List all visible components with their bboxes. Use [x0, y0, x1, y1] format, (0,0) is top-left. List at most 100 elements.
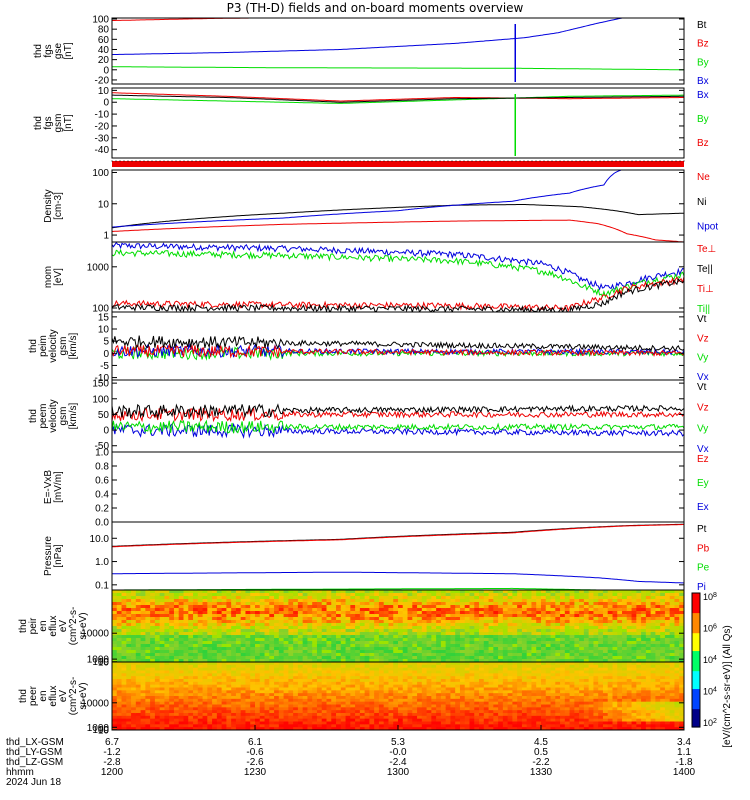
spectrogram-cell: [345, 713, 351, 717]
spectrogram-cell: [278, 727, 285, 730]
spectrogram-cell: [355, 713, 361, 717]
spectrogram-cell: [560, 617, 566, 621]
spectrogram-cell: [221, 614, 227, 618]
spectrogram-cell: [278, 673, 285, 677]
spectrogram-cell: [464, 593, 471, 597]
spectrogram-cell: [483, 647, 490, 651]
spectrogram-cell: [197, 698, 204, 703]
spectrogram-cell: [297, 632, 304, 636]
spectrogram-cell: [307, 614, 313, 618]
spectrogram-cell: [536, 593, 542, 597]
spectrogram-cell: [507, 590, 513, 594]
spectrogram-cell: [326, 687, 332, 691]
spectrogram-cell: [307, 590, 313, 594]
spectrogram-cell: [378, 659, 385, 662]
spectrogram-cell: [455, 641, 461, 645]
spectrogram-cell: [569, 614, 575, 618]
spectrogram-cell: [393, 698, 399, 703]
spectrogram-cell: [359, 710, 366, 714]
spectrogram-cell: [221, 647, 227, 651]
series-line-Vt: [112, 403, 684, 419]
spectrogram-cell: [378, 718, 385, 723]
spectrogram-cell: [488, 647, 494, 651]
spectrogram-cell: [336, 620, 342, 624]
spectrogram-cell: [350, 605, 356, 609]
spectrogram-cell: [126, 684, 132, 689]
spectrogram-cell: [235, 664, 242, 669]
spectrogram-cell: [383, 608, 390, 612]
spectrogram-cell: [669, 626, 676, 630]
spectrogram-cell: [145, 611, 151, 615]
spectrogram-cell: [369, 679, 375, 683]
spectrogram-cell: [164, 679, 170, 683]
spectrogram-cell: [588, 635, 595, 639]
spectrogram-cell: [383, 635, 390, 639]
spectrogram-cell: [669, 644, 676, 648]
ylabel-line: [nT]: [63, 42, 74, 59]
spectrogram-cell: [479, 629, 485, 633]
spectrogram-cell: [550, 659, 556, 662]
spectrogram-cell: [636, 656, 642, 660]
spectrogram-cell: [531, 611, 537, 615]
spectrogram-cell: [674, 596, 680, 600]
spectrogram-cell: [307, 662, 313, 666]
spectrogram-cell: [131, 690, 137, 694]
spectrogram-cell: [402, 701, 409, 706]
spectrogram-cell: [378, 602, 385, 606]
spectrogram-cell: [178, 670, 185, 674]
spectrogram-cell: [531, 653, 537, 657]
spectrogram-cell: [264, 701, 270, 706]
spectrogram-cell: [664, 617, 671, 621]
spectrogram-cell: [598, 623, 604, 627]
spectrogram-cell: [255, 608, 261, 612]
spectrogram-cell: [202, 647, 208, 651]
spectrogram-cell: [131, 608, 137, 612]
spectrogram-cell: [116, 638, 123, 642]
spectrogram-cell: [188, 696, 194, 700]
spectrogram-cell: [312, 664, 318, 669]
spectrogram-cell: [607, 599, 614, 603]
spectrogram-cell: [202, 679, 208, 683]
spectrogram-cell: [355, 656, 361, 660]
spectrogram-cell: [436, 696, 442, 700]
spectrogram-cell: [545, 626, 552, 630]
spectrogram-cell: [255, 602, 261, 606]
spectrogram-cell: [398, 690, 404, 694]
spectrogram-cell: [207, 599, 213, 603]
spectrogram-cell: [288, 632, 294, 636]
spectrogram-cell: [269, 626, 275, 630]
spectrogram-cell: [307, 632, 313, 636]
spectrogram-cell: [197, 641, 204, 645]
spectrogram-cell: [340, 718, 347, 723]
spectrogram-cell: [316, 727, 323, 730]
spectrogram-cell: [140, 632, 146, 636]
spectrogram-cell: [440, 718, 447, 723]
spectrogram-cell: [183, 718, 189, 723]
spectrogram-cell: [250, 687, 256, 691]
spectrogram-cell: [626, 611, 633, 615]
spectrogram-cell: [645, 611, 652, 615]
spectrogram-cell: [293, 590, 299, 594]
spectrogram-cell: [231, 721, 237, 725]
spectrogram-cell: [116, 670, 123, 674]
spectrogram-cell: [498, 629, 504, 633]
spectrogram-cell: [483, 641, 490, 645]
spectrogram-cell: [259, 605, 266, 609]
spectrogram-cell: [264, 593, 270, 597]
spectrogram-cell: [579, 641, 585, 645]
spectrogram-cell: [231, 617, 237, 621]
spectrogram-cell: [369, 696, 375, 700]
spectrogram-cell: [631, 590, 637, 594]
spectrogram-cell: [378, 673, 385, 677]
spectrogram-cell: [521, 629, 528, 633]
spectrogram-cell: [450, 696, 456, 700]
spectrogram-cell: [507, 644, 513, 648]
spectrogram-cell: [407, 724, 413, 728]
spectrogram-cell: [293, 656, 299, 660]
spectrogram-cell: [188, 629, 194, 633]
spectrogram-cell: [383, 704, 390, 708]
spectrogram-cell: [235, 696, 242, 700]
spectrogram-cell: [521, 656, 528, 660]
spectrogram-cell: [345, 641, 351, 645]
spectrogram-cell: [450, 596, 456, 600]
